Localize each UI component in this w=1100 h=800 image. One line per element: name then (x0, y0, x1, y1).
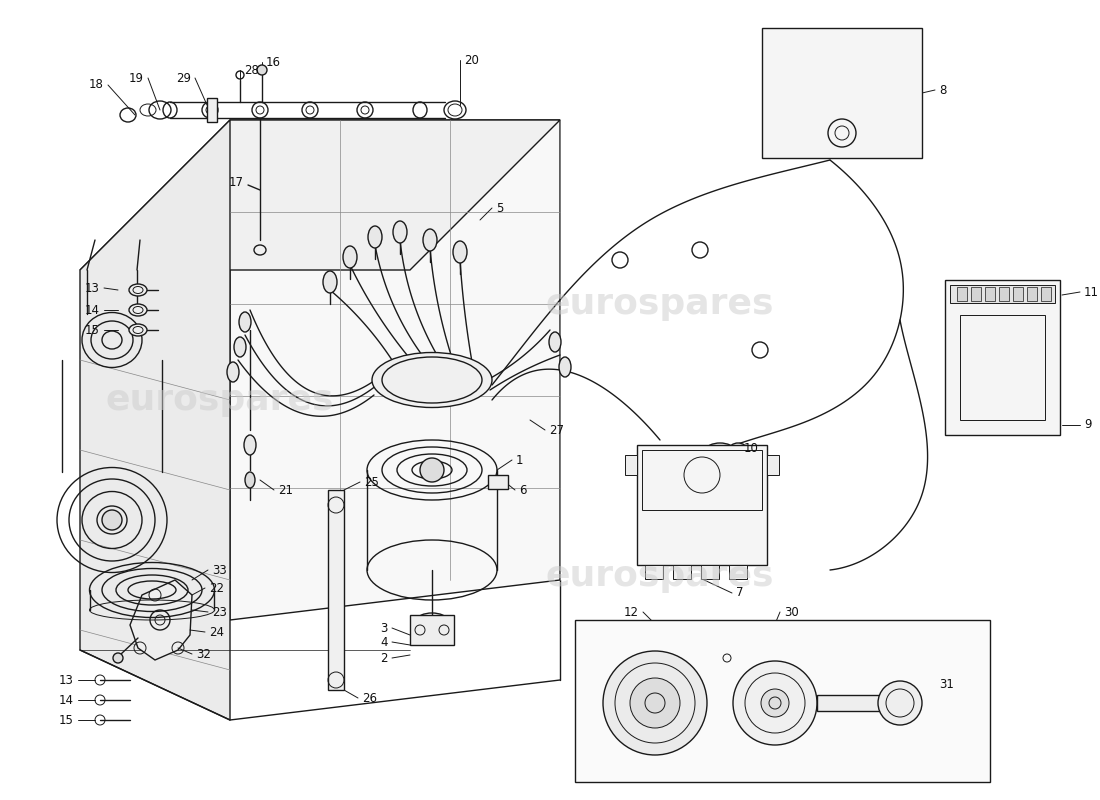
Ellipse shape (453, 241, 468, 263)
Circle shape (761, 689, 789, 717)
Text: 13: 13 (59, 674, 74, 686)
Text: 5: 5 (496, 202, 504, 214)
Bar (817, 695, 907, 711)
Text: 21: 21 (278, 483, 293, 497)
Text: 33: 33 (212, 563, 227, 577)
Text: 31: 31 (939, 678, 954, 691)
Bar (945, 280, 1060, 435)
Ellipse shape (706, 443, 734, 457)
Circle shape (113, 653, 123, 663)
Ellipse shape (729, 443, 747, 457)
Text: 23: 23 (212, 606, 227, 618)
Bar (999, 287, 1009, 301)
Text: 30: 30 (784, 606, 799, 618)
Text: 20: 20 (464, 54, 478, 66)
Text: 25: 25 (364, 475, 378, 489)
Text: 6: 6 (519, 483, 527, 497)
Text: 19: 19 (129, 71, 144, 85)
Text: 15: 15 (85, 323, 100, 337)
Text: 15: 15 (59, 714, 74, 726)
Text: 17: 17 (229, 177, 244, 190)
Bar (410, 615, 454, 645)
Bar (328, 490, 344, 690)
Bar (1041, 287, 1050, 301)
Text: 9: 9 (1084, 418, 1091, 431)
Bar (729, 565, 747, 579)
Ellipse shape (343, 246, 358, 268)
Ellipse shape (323, 271, 337, 293)
Circle shape (603, 651, 707, 755)
Bar (625, 455, 637, 475)
Text: 14: 14 (59, 694, 74, 706)
Text: 28: 28 (244, 63, 258, 77)
Bar (1013, 287, 1023, 301)
Polygon shape (80, 120, 230, 720)
Text: 29: 29 (176, 71, 191, 85)
Text: 14: 14 (85, 303, 100, 317)
Text: 16: 16 (266, 55, 280, 69)
Text: 27: 27 (549, 423, 564, 437)
Bar (984, 287, 996, 301)
Ellipse shape (239, 312, 251, 332)
Text: eurospares: eurospares (546, 559, 774, 593)
Bar (767, 455, 779, 475)
Text: 3: 3 (381, 622, 388, 634)
Text: 8: 8 (939, 83, 946, 97)
Text: 26: 26 (362, 691, 377, 705)
Text: 18: 18 (89, 78, 104, 91)
Text: 22: 22 (209, 582, 224, 594)
Ellipse shape (559, 357, 571, 377)
Bar (971, 287, 981, 301)
Bar (701, 565, 719, 579)
Text: 1: 1 (516, 454, 524, 466)
Circle shape (878, 681, 922, 725)
Bar (1027, 287, 1037, 301)
Text: 24: 24 (209, 626, 224, 638)
Text: 13: 13 (85, 282, 100, 294)
Ellipse shape (129, 324, 147, 336)
Bar (957, 287, 967, 301)
Bar (488, 475, 508, 489)
Bar (645, 565, 663, 579)
Polygon shape (130, 580, 192, 660)
Bar (762, 28, 922, 158)
Circle shape (257, 65, 267, 75)
Text: 10: 10 (744, 442, 759, 454)
Ellipse shape (129, 304, 147, 316)
Ellipse shape (424, 229, 437, 251)
Bar (642, 450, 762, 510)
Bar (673, 565, 691, 579)
Text: eurospares: eurospares (106, 383, 334, 417)
Circle shape (420, 458, 444, 482)
Ellipse shape (372, 353, 492, 407)
Text: 11: 11 (1084, 286, 1099, 298)
Ellipse shape (234, 337, 246, 357)
Bar (637, 445, 767, 565)
Text: 12: 12 (624, 606, 639, 618)
Text: 32: 32 (196, 647, 211, 661)
Bar (960, 315, 1045, 420)
Ellipse shape (549, 332, 561, 352)
Bar (950, 285, 1055, 303)
Text: eurospares: eurospares (546, 287, 774, 321)
Ellipse shape (393, 221, 407, 243)
Ellipse shape (368, 226, 382, 248)
Text: 2: 2 (381, 651, 388, 665)
Circle shape (733, 661, 817, 745)
Polygon shape (230, 120, 560, 620)
Ellipse shape (245, 472, 255, 488)
Polygon shape (80, 120, 560, 270)
Bar (575, 620, 990, 782)
Ellipse shape (227, 362, 239, 382)
Ellipse shape (244, 435, 256, 455)
Circle shape (102, 510, 122, 530)
Circle shape (630, 678, 680, 728)
Ellipse shape (129, 284, 147, 296)
Text: 4: 4 (381, 635, 388, 649)
Bar (207, 98, 217, 122)
Text: 7: 7 (736, 586, 744, 599)
